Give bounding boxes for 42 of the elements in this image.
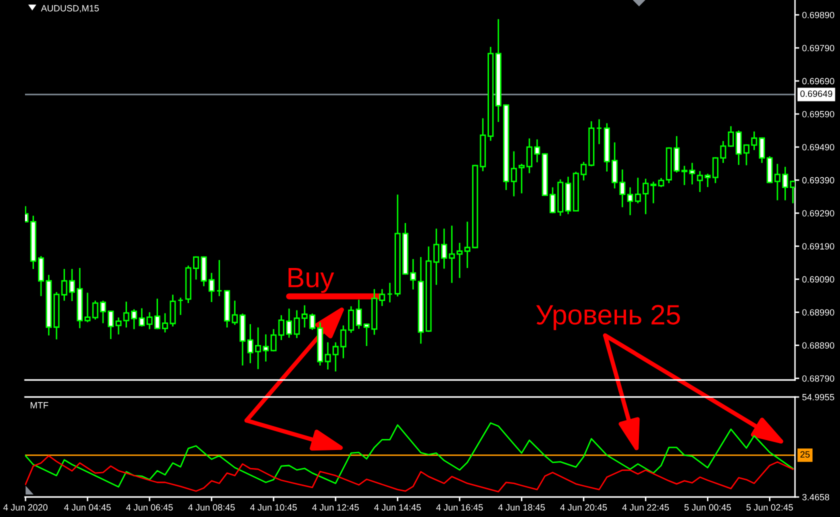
y-tick-label: 0.69590 — [802, 110, 834, 118]
candlestick — [170, 294, 176, 327]
x-tick-label: 4 Jun 06:45 — [126, 504, 173, 511]
x-tick-label: 4 Jun 22:45 — [622, 504, 669, 511]
x-tick-label: 4 Jun 20:45 — [560, 504, 607, 511]
y-tick-label: 0.69290 — [802, 210, 834, 216]
y-tick-label: 54.9955 — [802, 394, 834, 400]
candlestick — [386, 282, 393, 302]
ref-line-label: 25 — [800, 451, 810, 458]
y-tick-label: 0.69090 — [802, 276, 834, 283]
candlestick — [596, 119, 602, 144]
candlestick — [510, 151, 517, 196]
x-tick-label: 4 Jun 14:45 — [374, 504, 421, 511]
x-tick-label: 4 Jun 2020 — [3, 504, 48, 511]
y-tick-label: 0.69790 — [802, 44, 834, 52]
y-tick-label: 0.68890 — [802, 342, 834, 349]
y-tick-label: 0.69490 — [802, 144, 834, 150]
chart-title: AUDUSD,M15 — [40, 5, 99, 13]
x-tick-label: 4 Jun 10:45 — [250, 504, 297, 511]
y-tick-label: 0.69190 — [802, 243, 834, 250]
x-tick-label: 5 Jun 00:45 — [684, 504, 731, 511]
y-tick-label: 0.69390 — [802, 177, 834, 184]
y-tick-label: 0.68990 — [802, 309, 834, 316]
candlestick — [216, 260, 222, 296]
candlestick — [178, 298, 184, 315]
annotation: Уровень 25 — [536, 304, 680, 330]
annotation: Buy — [288, 268, 334, 293]
x-tick-label: 4 Jun 16:45 — [436, 504, 483, 511]
line-series — [25, 455, 794, 492]
x-tick-label: 5 Jun 02:45 — [746, 504, 793, 511]
x-tick-label: 4 Jun 12:45 — [312, 504, 359, 511]
y-tick-label: 3.4658 — [802, 494, 830, 500]
x-tick-label: 4 Jun 18:45 — [498, 504, 545, 511]
y-tick-label: 0.69690 — [802, 78, 834, 84]
y-tick-label: 0.69890 — [802, 12, 834, 18]
x-tick-label: 4 Jun 04:45 — [64, 504, 111, 511]
ref-line-label: 0.69649 — [800, 90, 832, 97]
chart-title: MTF — [30, 402, 48, 408]
candlestick — [518, 164, 525, 194]
line-series — [25, 422, 794, 488]
y-tick-label: 0.68790 — [802, 375, 834, 382]
x-tick-label: 4 Jun 08:45 — [188, 504, 235, 511]
